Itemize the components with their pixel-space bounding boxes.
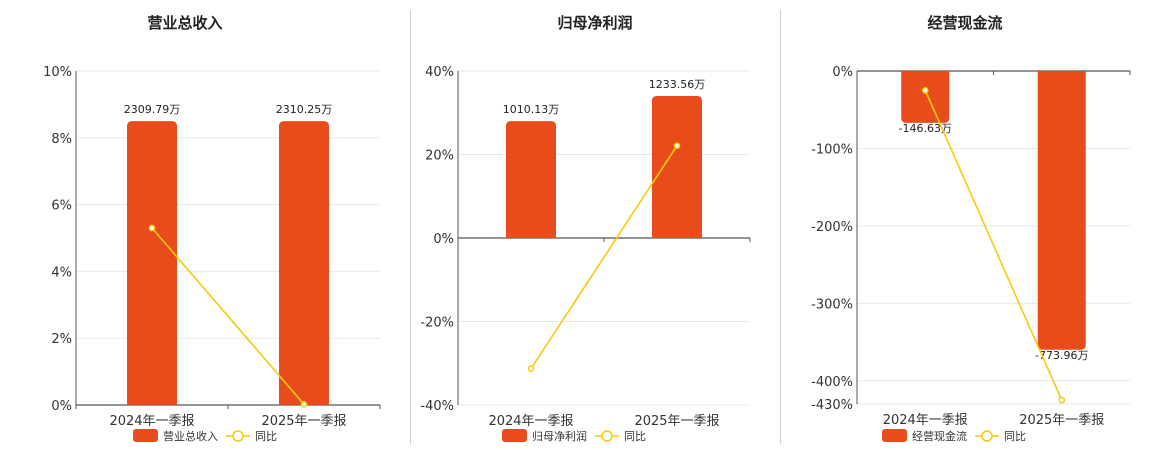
yoy-point xyxy=(300,400,308,408)
y-tick-label: -100% xyxy=(811,142,853,157)
legend-bar-swatch xyxy=(133,429,158,442)
bar-data-label: 2310.25万 xyxy=(276,103,333,116)
legend-line-marker xyxy=(981,430,993,442)
yoy-point xyxy=(527,365,535,373)
bar-data-label: -773.96万 xyxy=(1035,349,1088,362)
panel-divider xyxy=(780,10,781,444)
yoy-point xyxy=(921,87,929,94)
y-tick-label: -400% xyxy=(811,375,853,390)
yoy-line xyxy=(530,145,678,370)
y-tick-label: -20% xyxy=(420,316,454,331)
y-tick-label: -40% xyxy=(420,399,454,414)
x-tick-label: 2025年一季报 xyxy=(1019,413,1104,428)
bar-data-label: 2309.79万 xyxy=(124,103,181,116)
bar xyxy=(127,121,177,405)
y-tick-label: 6% xyxy=(51,199,72,214)
legend-line-label: 同比 xyxy=(624,430,646,443)
y-tick-label: 40% xyxy=(425,65,454,80)
y-tick-label: 2% xyxy=(51,332,72,347)
y-tick-label: 8% xyxy=(51,132,72,147)
revenue-chart: 0% 2% 4% 6% 8% 10% 2309.79万 2310.25万 2024年一季报 202… xyxy=(43,65,381,443)
x-tick-label: 2024年一季报 xyxy=(883,413,968,428)
legend-line-marker xyxy=(601,430,613,442)
y-tick-label: 0% xyxy=(832,65,853,80)
cash-flow-chart-panel: 经营现金流 0% -100% -200% -300% -400% -430% -146.63… xyxy=(780,0,1150,450)
bar-data-label: -146.63万 xyxy=(899,122,952,135)
legend-bar-swatch xyxy=(882,429,907,442)
legend-line-marker xyxy=(232,430,244,442)
bar-data-label: 1010.13万 xyxy=(503,103,560,116)
legend-line-label: 同比 xyxy=(255,430,277,443)
legend-bar-label: 归母净利润 xyxy=(532,429,587,443)
bar xyxy=(1037,71,1086,350)
yoy-point xyxy=(1058,396,1066,404)
legend-bar-label: 营业总收入 xyxy=(163,429,218,443)
y-tick-label: 10% xyxy=(43,65,72,80)
y-tick-label: 20% xyxy=(425,149,454,164)
yoy-point xyxy=(148,224,156,232)
bar-data-label: 1233.56万 xyxy=(649,78,706,91)
yoy-line xyxy=(151,227,305,405)
net-profit-chart-panel: 归母净利润 -40% -20% 0% 20% 40% 1010.13万 1233.56万 20… xyxy=(410,0,780,450)
net-profit-chart: -40% -20% 0% 20% 40% 1010.13万 1233.56万 2024年一季报… xyxy=(420,65,751,443)
y-tick-label: 4% xyxy=(51,265,72,280)
chart-title: 经营现金流 xyxy=(927,14,1003,32)
chart-title: 归母净利润 xyxy=(557,14,633,32)
chart-title: 营业总收入 xyxy=(147,14,223,32)
cash-flow-chart: 0% -100% -200% -300% -400% -430% -146.63万 -773.… xyxy=(811,65,1131,443)
x-tick-label: 2025年一季报 xyxy=(261,414,346,429)
y-tick-label: 0% xyxy=(433,232,454,247)
panel-divider xyxy=(410,10,411,444)
legend-bar-label: 经营现金流 xyxy=(912,429,967,443)
bar xyxy=(279,121,329,405)
yoy-point xyxy=(673,142,681,150)
yoy-line xyxy=(924,90,1063,401)
y-tick-label: -430% xyxy=(811,398,853,413)
x-tick-label: 2025年一季报 xyxy=(634,414,719,429)
legend-bar-swatch xyxy=(502,429,527,442)
revenue-chart-panel: 营业总收入 0% 2% 4% 6% 8% 10% 2309.79万 2310.25万 2024年… xyxy=(0,0,381,450)
y-tick-label: 0% xyxy=(51,399,72,414)
legend-line-label: 同比 xyxy=(1004,430,1026,443)
bar xyxy=(652,96,702,238)
x-tick-label: 2024年一季报 xyxy=(488,414,573,429)
bar xyxy=(506,121,556,238)
y-tick-label: -300% xyxy=(811,297,853,312)
x-tick-label: 2024年一季报 xyxy=(109,414,194,429)
y-tick-label: -200% xyxy=(811,220,853,235)
bar xyxy=(901,71,950,123)
